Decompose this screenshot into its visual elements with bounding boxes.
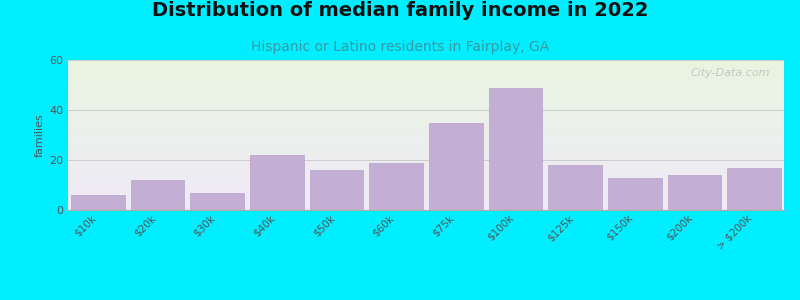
Bar xyxy=(71,195,125,210)
Bar xyxy=(190,193,244,210)
Bar xyxy=(668,175,722,210)
Text: Distribution of median family income in 2022: Distribution of median family income in … xyxy=(152,2,648,20)
Bar xyxy=(429,122,482,210)
Bar xyxy=(608,178,662,210)
Bar xyxy=(310,170,363,210)
Text: Hispanic or Latino residents in Fairplay, GA: Hispanic or Latino residents in Fairplay… xyxy=(251,40,549,55)
Bar xyxy=(370,163,423,210)
Bar xyxy=(250,155,304,210)
Bar xyxy=(130,180,184,210)
Bar xyxy=(548,165,602,210)
Text: City-Data.com: City-Data.com xyxy=(690,68,770,77)
Bar xyxy=(489,88,542,210)
Bar xyxy=(727,167,781,210)
Y-axis label: families: families xyxy=(35,113,45,157)
